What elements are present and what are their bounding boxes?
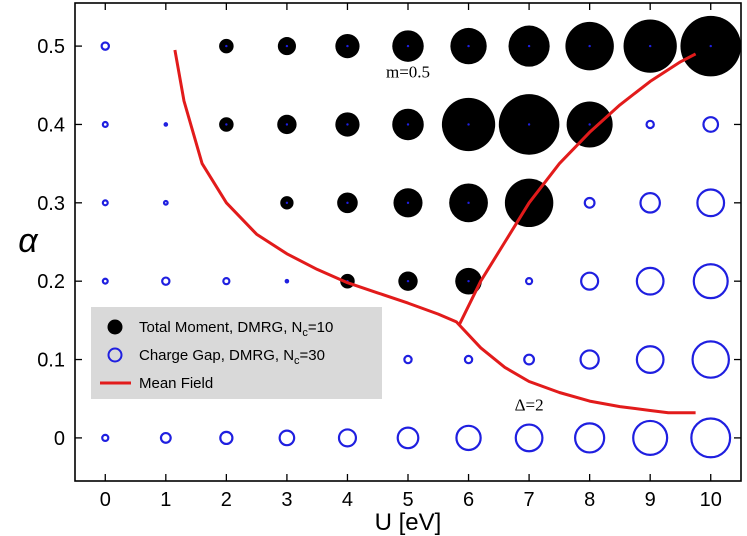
gap-point	[696, 188, 726, 218]
gap-point	[101, 277, 109, 285]
gap-point	[455, 424, 482, 452]
moment-point-center	[527, 44, 531, 48]
gap-point	[101, 199, 109, 207]
legend-moment-label: Total Moment, DMRG, Nc=10	[139, 319, 333, 339]
gap-point	[163, 122, 169, 127]
gap-point	[101, 120, 109, 128]
moment-point-center	[467, 201, 470, 205]
moment-point-center	[709, 44, 712, 48]
y-tick-label: 0.1	[37, 350, 65, 372]
gap-point	[222, 277, 231, 286]
y-tick-label: 0	[54, 428, 65, 450]
moment-point-center	[588, 123, 591, 126]
gap-point	[692, 263, 729, 300]
gap-point	[396, 426, 420, 450]
gap-point	[635, 345, 665, 374]
gap-point	[574, 422, 606, 454]
moment-point-center	[285, 201, 289, 205]
moment-point-center	[406, 44, 410, 48]
gap-point	[632, 419, 669, 456]
gap-point	[403, 354, 413, 365]
gap-point	[702, 116, 720, 133]
legend-gap-label: Charge Gap, DMRG, Nc=30	[139, 347, 325, 367]
y-axis-title: α	[18, 222, 39, 260]
gap-point	[278, 429, 296, 447]
mean-field-line	[458, 52, 697, 325]
gap-point	[579, 349, 600, 370]
moment-point-center	[648, 44, 652, 48]
gap-point	[639, 192, 661, 214]
moment-point-center	[406, 279, 410, 283]
gap-point	[523, 353, 536, 366]
x-tick-label: 0	[100, 489, 111, 511]
gap-point	[645, 119, 655, 130]
axis-ticks: 0 1 2 3 4 5 6 7 8 9 10 0 0.1 0.2 0.3 0.4 0.5	[37, 3, 741, 511]
gap-point	[524, 277, 534, 286]
moment-point-center	[588, 44, 591, 48]
x-tick-label: 4	[342, 489, 353, 511]
y-tick-label: 0.3	[37, 193, 65, 215]
moment-point-center	[527, 123, 531, 126]
y-tick-label: 0.4	[37, 114, 65, 136]
moment-point-center	[467, 44, 470, 48]
x-tick-label: 3	[281, 489, 292, 511]
x-tick-label: 9	[645, 489, 656, 511]
annotation-delta: Δ=2	[515, 395, 544, 414]
legend-gap-marker	[107, 347, 123, 363]
x-tick-label: 5	[402, 489, 413, 511]
gap-point	[583, 196, 596, 209]
mean-field-curves	[173, 49, 697, 415]
legend: Total Moment, DMRG, Nc=10 Charge Gap, DM…	[91, 307, 382, 399]
x-tick-label: 8	[584, 489, 595, 511]
gap-point	[635, 266, 665, 296]
moment-point-center	[285, 44, 289, 48]
y-tick-label: 0.2	[37, 271, 65, 293]
x-axis-title: U [eV]	[375, 509, 442, 536]
legend-line-label: Mean Field	[139, 375, 213, 392]
gap-point	[162, 199, 169, 206]
moment-point-center	[346, 44, 349, 48]
gap-point	[690, 417, 732, 459]
annotation-m: m=0.5	[386, 62, 430, 81]
x-tick-label: 6	[463, 489, 474, 511]
gap-point	[219, 430, 234, 446]
gap-point	[463, 354, 474, 365]
legend-box	[91, 307, 382, 399]
gap-point	[100, 41, 111, 51]
moment-point-center	[467, 279, 470, 283]
moment-point-center	[285, 123, 289, 126]
gap-point	[101, 433, 110, 443]
legend-moment-marker	[107, 319, 123, 335]
gap-point	[159, 431, 172, 444]
moment-point-center	[225, 123, 228, 126]
x-tick-label: 10	[700, 489, 722, 511]
x-tick-label: 7	[524, 489, 535, 511]
gap-point	[691, 340, 730, 379]
mean-field-line	[173, 49, 696, 415]
x-tick-label: 1	[160, 489, 171, 511]
moment-point-center	[467, 123, 470, 126]
gap-point	[514, 423, 544, 453]
x-tick-label: 2	[221, 489, 232, 511]
moment-point-center	[406, 201, 410, 205]
gap-point	[580, 271, 600, 291]
gap-point	[337, 428, 358, 448]
y-tick-label: 0.5	[37, 36, 65, 58]
gap-point	[284, 278, 290, 284]
moment-point-center	[225, 44, 228, 48]
gap-point	[161, 276, 171, 286]
moment-point-center	[346, 201, 349, 205]
moment-point-center	[346, 123, 349, 126]
moment-point-center	[406, 123, 410, 126]
